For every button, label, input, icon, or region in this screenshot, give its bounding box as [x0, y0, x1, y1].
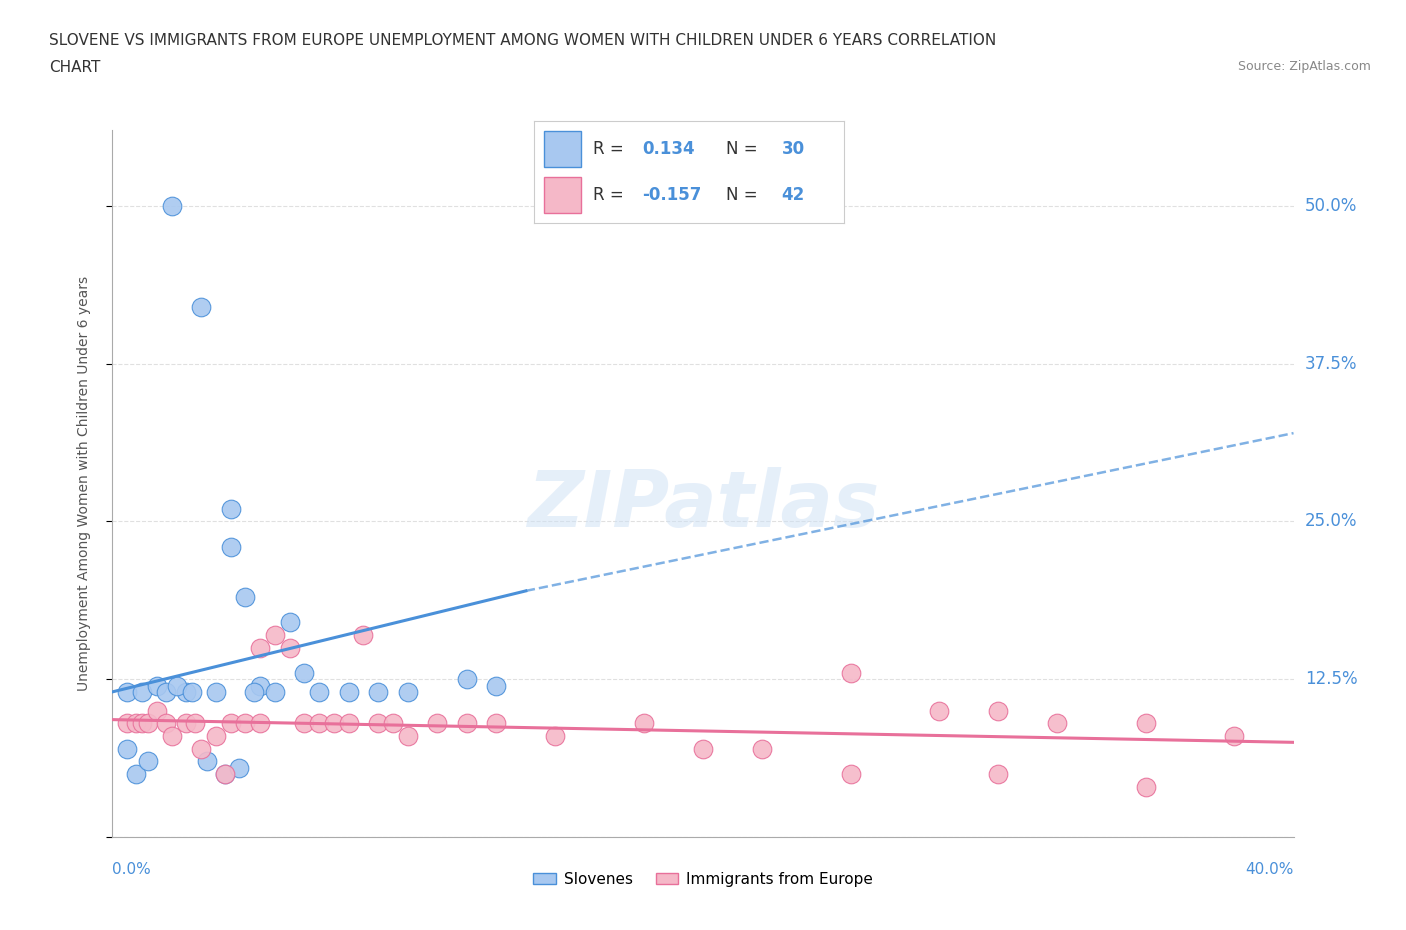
Point: [219, 539, 242, 554]
Point: [131, 716, 153, 731]
Point: [184, 716, 207, 731]
Point: [544, 728, 567, 743]
Point: [292, 716, 315, 731]
Point: [308, 684, 330, 699]
Point: [166, 678, 188, 693]
Point: [174, 716, 197, 731]
Point: [155, 716, 177, 731]
Point: [485, 678, 508, 693]
Point: [190, 299, 212, 314]
Point: [249, 640, 271, 655]
Point: [136, 754, 159, 769]
Text: 40.0%: 40.0%: [1246, 862, 1294, 877]
Point: [367, 716, 389, 731]
Point: [337, 716, 360, 731]
Point: [633, 716, 655, 731]
Point: [396, 684, 419, 699]
Y-axis label: Unemployment Among Women with Children Under 6 years: Unemployment Among Women with Children U…: [77, 276, 91, 691]
Point: [367, 684, 389, 699]
Point: [205, 728, 228, 743]
Point: [337, 684, 360, 699]
Point: [987, 766, 1010, 781]
Point: [174, 684, 197, 699]
Text: SLOVENE VS IMMIGRANTS FROM EUROPE UNEMPLOYMENT AMONG WOMEN WITH CHILDREN UNDER 6: SLOVENE VS IMMIGRANTS FROM EUROPE UNEMPL…: [49, 33, 997, 47]
Point: [456, 716, 478, 731]
Point: [323, 716, 346, 731]
Point: [181, 684, 204, 699]
Point: [692, 741, 714, 756]
Point: [125, 716, 148, 731]
Point: [233, 590, 256, 604]
Point: [751, 741, 773, 756]
Point: [396, 728, 419, 743]
Point: [131, 684, 153, 699]
Point: [190, 741, 212, 756]
Point: [264, 684, 287, 699]
Legend: Slovenes, Immigrants from Europe: Slovenes, Immigrants from Europe: [527, 866, 879, 893]
Text: R =: R =: [593, 140, 628, 158]
Point: [117, 684, 138, 699]
Point: [456, 671, 478, 686]
Point: [264, 628, 287, 643]
Point: [233, 716, 256, 731]
Point: [219, 716, 242, 731]
Point: [249, 678, 271, 693]
Point: [928, 703, 950, 718]
Text: N =: N =: [725, 186, 763, 204]
Point: [125, 766, 148, 781]
Point: [278, 615, 301, 630]
Text: 30: 30: [782, 140, 804, 158]
Text: 0.134: 0.134: [643, 140, 695, 158]
Point: [382, 716, 405, 731]
Point: [249, 716, 271, 731]
Point: [308, 716, 330, 731]
Text: Source: ZipAtlas.com: Source: ZipAtlas.com: [1237, 60, 1371, 73]
Point: [987, 703, 1010, 718]
Point: [1135, 716, 1157, 731]
Point: [219, 501, 242, 516]
Text: -0.157: -0.157: [643, 186, 702, 204]
Point: [228, 760, 250, 775]
Text: N =: N =: [725, 140, 763, 158]
Point: [195, 754, 218, 769]
Text: 42: 42: [782, 186, 806, 204]
Point: [839, 666, 862, 681]
Text: 12.5%: 12.5%: [1305, 671, 1357, 688]
Point: [136, 716, 159, 731]
Point: [1135, 779, 1157, 794]
Point: [485, 716, 508, 731]
Text: 37.5%: 37.5%: [1305, 354, 1357, 373]
Point: [160, 198, 183, 213]
Text: 0.0%: 0.0%: [112, 862, 152, 877]
Point: [1046, 716, 1069, 731]
Text: R =: R =: [593, 186, 628, 204]
Point: [278, 640, 301, 655]
Point: [839, 766, 862, 781]
Point: [214, 766, 236, 781]
Bar: [544, 131, 581, 167]
Text: 25.0%: 25.0%: [1305, 512, 1357, 530]
Point: [292, 666, 315, 681]
Point: [155, 684, 177, 699]
Point: [426, 716, 449, 731]
Point: [352, 628, 374, 643]
Point: [205, 684, 228, 699]
Point: [160, 728, 183, 743]
Text: ZIPatlas: ZIPatlas: [527, 467, 879, 543]
Point: [214, 766, 236, 781]
Point: [1223, 728, 1246, 743]
Point: [117, 716, 138, 731]
Bar: [544, 177, 581, 213]
Text: 50.0%: 50.0%: [1305, 197, 1357, 215]
Point: [146, 703, 169, 718]
Point: [146, 678, 169, 693]
Text: CHART: CHART: [49, 60, 101, 75]
Point: [117, 741, 138, 756]
Point: [243, 684, 266, 699]
